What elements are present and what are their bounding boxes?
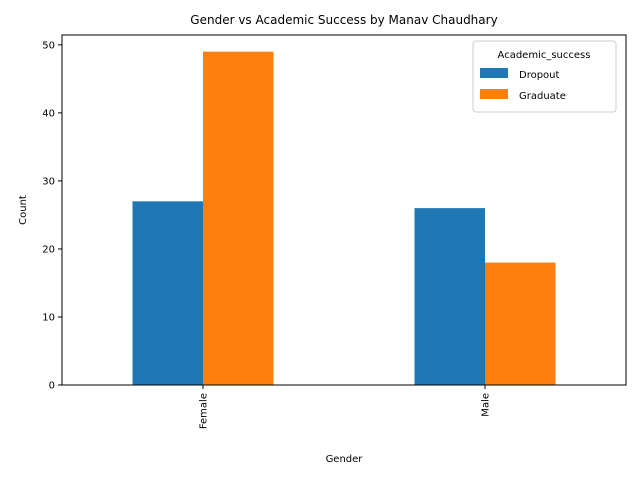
axes-layer: 0 10 20 30 40 50 Female Male: [42, 34, 627, 429]
x-axis-label: Gender: [326, 454, 364, 465]
legend-entries: Dropout Graduate: [480, 68, 566, 102]
bar-dropout-female: [132, 201, 203, 385]
bar-graduate-male: [485, 262, 556, 385]
y-tick-label: 40: [42, 108, 55, 119]
legend-label-dropout: Dropout: [519, 70, 560, 81]
legend-box: [472, 40, 617, 113]
y-tick-label: 10: [42, 312, 55, 323]
y-tick-label: 0: [49, 381, 55, 392]
legend-label-graduate: Graduate: [519, 91, 566, 102]
bar-dropout-male: [414, 208, 485, 385]
legend: Academic_success Dropout Graduate: [472, 40, 617, 113]
legend-swatch-dropout: [480, 68, 508, 78]
y-tick-label: 20: [42, 244, 55, 255]
y-tick-label: 30: [42, 176, 55, 187]
y-tick-label: 50: [42, 40, 55, 51]
plot-frame: [61, 34, 627, 386]
y-axis-label: Count: [18, 195, 29, 225]
bars-layer: [132, 51, 556, 386]
x-tick-label-male: Male: [481, 393, 492, 417]
bar-graduate-female: [203, 51, 274, 386]
legend-title: Academic_success: [498, 50, 591, 61]
chart-title: Gender vs Academic Success by Manav Chau…: [190, 13, 497, 27]
x-tick-label-female: Female: [199, 393, 210, 429]
legend-swatch-graduate: [480, 89, 508, 99]
